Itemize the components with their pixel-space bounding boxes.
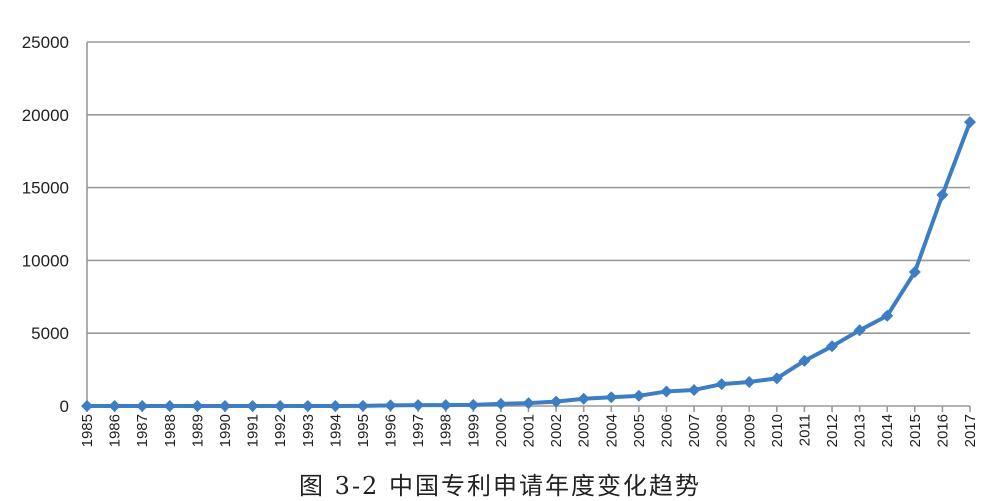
data-point-marker: [467, 398, 480, 411]
x-tick-label: 2016: [934, 414, 951, 447]
x-tick-label: 2012: [824, 414, 841, 447]
series-line-path: [85, 120, 972, 408]
data-point-marker: [218, 400, 231, 412]
x-tick-label: 1986: [107, 414, 124, 447]
x-tick-label: 1996: [383, 414, 400, 447]
x-tick-label: 1995: [355, 414, 372, 447]
data-point-marker: [743, 375, 756, 388]
x-tick-label: 1987: [134, 414, 151, 447]
x-tick-label: 2008: [714, 414, 731, 447]
x-tick-label: 2011: [796, 414, 813, 446]
x-tick-label: 1990: [217, 414, 234, 447]
data-point-marker: [853, 324, 866, 337]
data-point-marker: [274, 400, 287, 412]
data-point-marker: [246, 400, 259, 412]
x-tick-label: 1999: [465, 414, 482, 447]
data-point-marker: [494, 397, 507, 410]
data-point-marker: [881, 309, 894, 322]
y-tick-label: 10000: [22, 251, 69, 270]
data-point-marker: [191, 400, 204, 412]
data-point-marker: [770, 372, 783, 385]
x-tick-label: 2004: [603, 414, 620, 447]
data-point-marker: [329, 400, 342, 412]
x-tick-labels: 1985 1986 1987 1988 1989 1990 1991 1992 1993 1994…: [79, 414, 979, 447]
x-tick-label: 2001: [521, 414, 538, 447]
y-tick-label: 25000: [22, 33, 69, 52]
data-point-marker: [964, 116, 976, 129]
data-point-marker: [163, 400, 176, 412]
x-tick-label: 2009: [741, 414, 758, 447]
x-tick-label: 2014: [879, 414, 896, 447]
data-point-marker: [136, 400, 149, 412]
x-tick-label: 2000: [493, 414, 510, 447]
x-tick-label: 2003: [576, 414, 593, 447]
axes: [86, 42, 971, 412]
y-tick-label: 5000: [31, 324, 69, 343]
data-point-marker: [632, 389, 645, 402]
data-point-marker: [356, 399, 369, 412]
data-point-marker: [522, 397, 535, 410]
y-tick-label: 0: [60, 397, 69, 416]
data-point-marker: [688, 383, 701, 396]
x-tick-label: 2005: [631, 414, 648, 447]
x-tick-label: 2002: [548, 414, 565, 447]
y-tick-labels: 0 5000 10000 15000 20000 25000: [22, 33, 69, 416]
data-point-marker: [660, 385, 673, 398]
series-line: [85, 120, 972, 408]
data-point-marker: [826, 340, 839, 353]
x-tick-label: 2015: [907, 414, 924, 447]
grid-lines: [87, 41, 970, 335]
data-point-marker: [798, 354, 811, 367]
data-point-marker: [577, 392, 590, 405]
x-tick-label: 2010: [769, 414, 786, 447]
data-point-marker: [301, 400, 314, 412]
data-point-marker: [108, 400, 121, 412]
x-tick-label: 1998: [438, 414, 455, 447]
data-point-marker: [412, 399, 425, 412]
data-point-marker: [605, 391, 618, 404]
x-tick-label: 1994: [327, 414, 344, 447]
figure-caption: 图 3-2 中国专利申请年度变化趋势: [299, 472, 701, 500]
x-tick-label: 1997: [410, 414, 427, 447]
x-tick-label: 2007: [686, 414, 703, 447]
series-points: [81, 116, 976, 412]
data-point-marker: [908, 266, 921, 279]
data-point-marker: [550, 395, 563, 408]
data-point-marker: [439, 399, 452, 412]
x-tick-label: 1992: [272, 414, 289, 447]
data-point-marker: [936, 188, 949, 201]
x-tick-label: 1989: [189, 414, 206, 447]
x-tick-label: 1993: [300, 414, 317, 447]
data-point-marker: [715, 378, 728, 391]
data-point-marker: [384, 399, 397, 412]
x-tick-label: 1988: [162, 414, 179, 447]
x-tick-label: 2017: [962, 414, 979, 447]
x-tick-label: 2013: [852, 414, 869, 447]
data-point-marker: [81, 400, 93, 412]
x-tick-label: 1991: [245, 414, 262, 447]
x-tick-label: 1985: [79, 414, 96, 447]
y-tick-label: 20000: [22, 106, 69, 125]
x-tick-label: 2006: [658, 414, 675, 447]
y-tick-label: 15000: [22, 179, 69, 198]
